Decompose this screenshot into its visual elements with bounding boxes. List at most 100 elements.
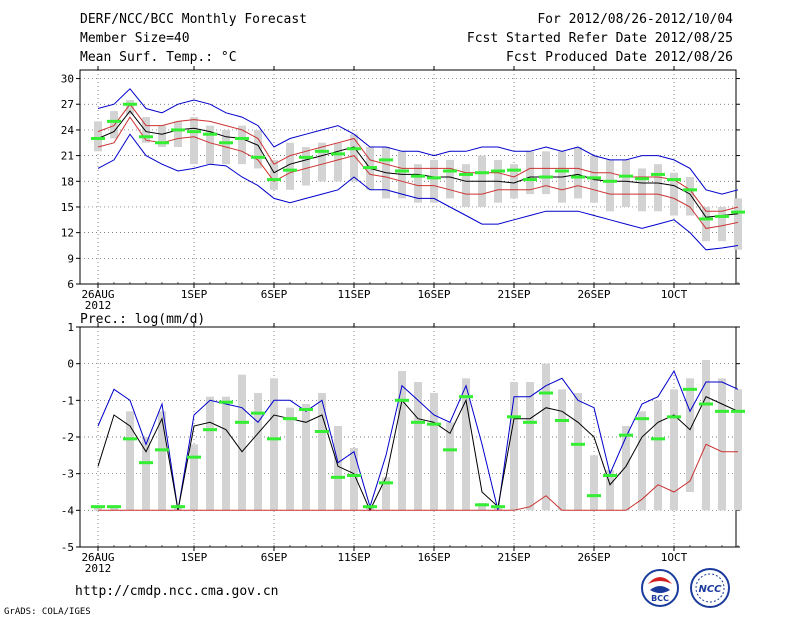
series-line-upper_env <box>97 369 739 511</box>
y-tick-label: -1 <box>61 394 74 407</box>
y-tick-label: 15 <box>61 201 74 214</box>
observed-marker <box>107 119 121 123</box>
x-tick-label: 1OCT <box>661 551 688 564</box>
observed-marker <box>635 417 649 421</box>
series-line-mean <box>97 110 739 218</box>
observed-marker <box>731 210 745 214</box>
ensemble-box <box>414 382 422 511</box>
ensemble-box <box>526 382 534 511</box>
ensemble-box <box>542 151 550 195</box>
observed-marker <box>571 175 585 179</box>
ensemble-box <box>574 393 582 511</box>
observed-marker <box>235 420 249 424</box>
observed-marker <box>171 128 185 132</box>
ensemble-box <box>638 411 646 511</box>
ensemble-box <box>126 411 134 511</box>
x-tick-label: 26AUG <box>81 551 114 564</box>
ensemble-box <box>158 125 166 148</box>
y-tick-label: -3 <box>61 468 74 481</box>
ensemble-box <box>718 206 726 242</box>
observed-marker <box>619 174 633 178</box>
observed-marker <box>491 505 505 509</box>
x-tick-label: 6SEP <box>261 551 288 564</box>
observed-marker <box>619 433 633 437</box>
observed-marker <box>171 505 185 509</box>
observed-marker <box>283 168 297 172</box>
ensemble-box <box>110 506 118 511</box>
observed-marker <box>299 155 313 159</box>
y-tick-label: 18 <box>61 175 74 188</box>
ensemble-box <box>142 117 150 143</box>
observed-marker <box>411 420 425 424</box>
observed-marker <box>203 428 217 432</box>
observed-marker <box>651 437 665 441</box>
ensemble-box <box>734 198 742 250</box>
observed-marker <box>427 176 441 180</box>
chart-title: DERF/NCC/BCC Monthly Forecast <box>80 12 307 27</box>
observed-marker <box>203 132 217 136</box>
ensemble-box <box>414 164 422 203</box>
ncc-logo-inner-ring <box>695 573 725 603</box>
observed-marker <box>235 136 249 140</box>
observed-marker <box>379 481 393 485</box>
bcc-logo-text: BCC <box>651 594 669 603</box>
observed-marker <box>667 178 681 182</box>
ensemble-box <box>286 142 294 190</box>
bcc-logo: BCC <box>641 569 679 607</box>
ensemble-box <box>302 404 310 511</box>
ensemble-box <box>606 470 614 511</box>
observed-marker <box>315 430 329 433</box>
ensemble-box <box>590 455 598 511</box>
observed-marker <box>283 417 297 421</box>
observed-marker <box>651 172 665 176</box>
x-tick-label: 1OCT <box>661 288 688 301</box>
ensemble-box <box>622 426 630 511</box>
x-tick-label: 6SEP <box>261 288 288 301</box>
ensemble-box <box>574 147 582 199</box>
series-line-spread <box>98 443 738 511</box>
ensemble-box <box>238 125 246 165</box>
observed-marker <box>251 411 265 415</box>
series-line-max <box>97 133 739 251</box>
source-url[interactable]: http://cmdp.ncc.cma.gov.cn <box>75 584 279 599</box>
observed-marker <box>395 169 409 173</box>
ensemble-box <box>430 393 438 511</box>
observed-marker <box>523 420 537 424</box>
x-tick-sublabel: 2012 <box>85 299 112 312</box>
ensemble-box <box>430 159 438 203</box>
observed-marker <box>395 398 409 402</box>
ncc-logo: NCC <box>690 568 730 608</box>
ncc-logo-text: NCC <box>698 584 722 595</box>
ensemble-box <box>670 172 678 216</box>
series-line-mean <box>97 396 739 512</box>
ensemble-box <box>254 393 262 511</box>
x-tick-label: 11SEP <box>337 288 370 301</box>
observed-marker <box>587 494 601 498</box>
series-line-lower <box>97 116 739 229</box>
ensemble-box <box>638 168 646 212</box>
observed-marker <box>219 141 233 145</box>
ensemble-box <box>686 177 694 216</box>
ensemble-box <box>702 360 710 511</box>
observed-marker <box>123 102 137 106</box>
forecast-period: For 2012/08/26-2012/10/04 <box>537 12 733 27</box>
ensemble-box <box>606 159 614 212</box>
series-line-max_env <box>97 88 739 195</box>
observed-marker <box>731 409 745 413</box>
observed-marker <box>299 408 313 411</box>
observed-marker <box>363 166 377 170</box>
observed-marker <box>603 474 617 477</box>
ensemble-box <box>318 393 326 511</box>
ensemble-box <box>398 371 406 511</box>
ensemble-box <box>350 134 358 182</box>
observed-marker <box>187 130 201 134</box>
ensemble-box <box>446 422 454 511</box>
observed-marker <box>331 475 345 479</box>
plot-frame <box>79 69 737 285</box>
observed-marker <box>107 505 121 509</box>
bcc-logo-swirl-blue <box>650 586 670 593</box>
ensemble-box <box>254 129 262 169</box>
ensemble-box <box>510 382 518 511</box>
ensemble-box <box>206 396 214 511</box>
